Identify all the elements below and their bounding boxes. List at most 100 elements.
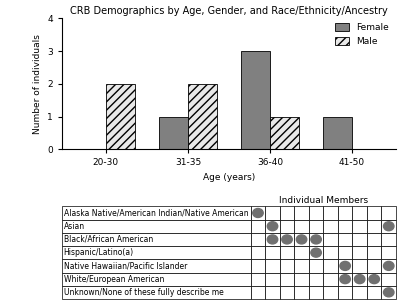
Bar (309, 286, 323, 299)
Bar (294, 273, 309, 286)
Bar (251, 246, 265, 259)
Text: Alaska Native/American Indian/Native American: Alaska Native/American Indian/Native Ame… (64, 209, 248, 217)
Bar (323, 206, 338, 220)
Title: CRB Demographics by Age, Gender, and Race/Ethnicity/Ancestry: CRB Demographics by Age, Gender, and Rac… (70, 6, 388, 16)
Bar (382, 220, 396, 233)
Bar (62, 246, 251, 259)
Bar (280, 286, 294, 299)
Bar (367, 259, 382, 273)
Bar (265, 259, 280, 273)
Bar (309, 206, 323, 220)
Ellipse shape (369, 275, 380, 284)
Text: Hispanic/Latino(a): Hispanic/Latino(a) (64, 248, 134, 257)
Bar (323, 246, 338, 259)
Bar (280, 273, 294, 286)
Bar (62, 286, 251, 299)
Bar (265, 286, 280, 299)
Bar (265, 233, 280, 246)
Bar (309, 273, 323, 286)
Bar (280, 246, 294, 259)
Bar (338, 259, 352, 273)
Ellipse shape (340, 261, 350, 270)
Text: Black/African American: Black/African American (64, 235, 153, 244)
Ellipse shape (311, 248, 321, 257)
Bar (338, 206, 352, 220)
Bar (251, 286, 265, 299)
Bar (265, 273, 280, 286)
Bar (62, 273, 251, 286)
Bar (309, 259, 323, 273)
Bar (270, 117, 299, 149)
Bar (338, 220, 352, 233)
Bar (294, 259, 309, 273)
Text: Individual Members: Individual Members (279, 196, 368, 205)
Bar (338, 286, 352, 299)
Bar (382, 273, 396, 286)
Text: Native Hawaiian/Pacific Islander: Native Hawaiian/Pacific Islander (64, 261, 187, 270)
Ellipse shape (384, 222, 394, 231)
Bar (323, 273, 338, 286)
Bar (251, 259, 265, 273)
Bar (251, 220, 265, 233)
Bar (323, 220, 338, 233)
Bar (62, 259, 251, 273)
Y-axis label: Number of individuals: Number of individuals (33, 34, 42, 134)
Bar (265, 220, 280, 233)
Bar (309, 220, 323, 233)
Bar (294, 206, 309, 220)
Bar (352, 206, 367, 220)
Text: White/European American: White/European American (64, 275, 164, 284)
Bar (280, 220, 294, 233)
Bar (265, 206, 280, 220)
Bar (280, 259, 294, 273)
Bar (62, 220, 251, 233)
Bar (241, 51, 270, 149)
Bar (309, 246, 323, 259)
Bar (367, 206, 382, 220)
Bar (251, 233, 265, 246)
Ellipse shape (340, 275, 350, 284)
Ellipse shape (384, 288, 394, 297)
Bar (294, 246, 309, 259)
Bar (367, 246, 382, 259)
Bar (352, 220, 367, 233)
Bar (265, 246, 280, 259)
Bar (367, 220, 382, 233)
Legend: Female, Male: Female, Male (332, 20, 392, 49)
Bar (323, 286, 338, 299)
Ellipse shape (267, 235, 278, 244)
Bar (352, 286, 367, 299)
Bar (382, 206, 396, 220)
X-axis label: Age (years): Age (years) (203, 173, 255, 182)
Bar (251, 273, 265, 286)
Bar (294, 233, 309, 246)
Bar (106, 84, 135, 149)
Bar (323, 117, 352, 149)
Bar (352, 246, 367, 259)
Bar (294, 220, 309, 233)
Bar (382, 246, 396, 259)
Bar (352, 233, 367, 246)
Bar (280, 206, 294, 220)
Bar (338, 233, 352, 246)
Bar (338, 273, 352, 286)
Ellipse shape (267, 222, 278, 231)
Bar (367, 273, 382, 286)
Bar (323, 259, 338, 273)
Text: Asian: Asian (64, 222, 85, 231)
Bar (352, 273, 367, 286)
Text: Unknown/None of these fully describe me: Unknown/None of these fully describe me (64, 288, 224, 297)
Ellipse shape (282, 235, 292, 244)
Bar (294, 286, 309, 299)
Bar (382, 233, 396, 246)
Bar (323, 233, 338, 246)
Bar (159, 117, 188, 149)
Bar (367, 233, 382, 246)
Bar (280, 233, 294, 246)
Ellipse shape (311, 235, 321, 244)
Ellipse shape (354, 275, 365, 284)
Bar (188, 84, 217, 149)
Bar (251, 206, 265, 220)
Ellipse shape (384, 261, 394, 270)
Bar (338, 246, 352, 259)
